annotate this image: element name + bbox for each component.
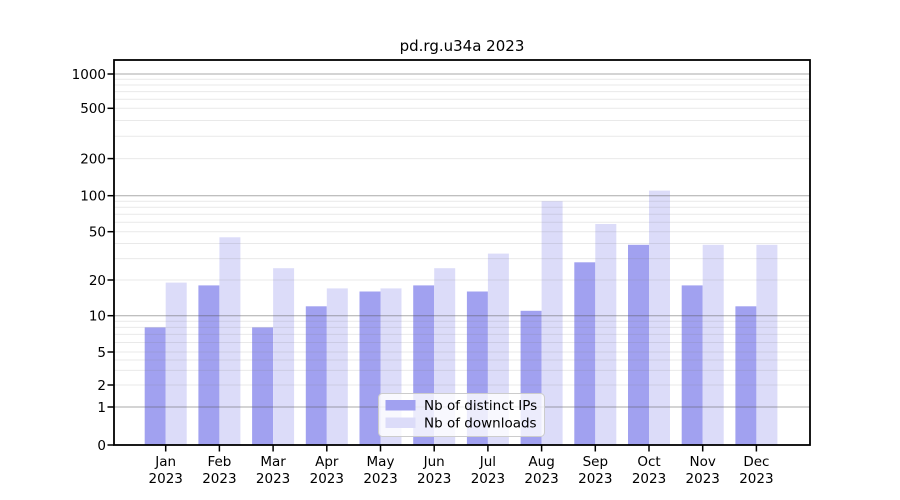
x-tick-label-year: 2023 — [524, 471, 558, 487]
x-tick-label-year: 2023 — [686, 471, 720, 487]
bar-distinct-ips-dec — [735, 306, 757, 445]
y-tick-label: 5 — [97, 345, 106, 361]
bar-distinct-ips-oct — [628, 244, 649, 445]
legend-swatch-downloads — [385, 417, 416, 428]
y-tick-label: 100 — [80, 189, 106, 205]
bar-distinct-ips-sep — [574, 262, 596, 445]
x-tick-label-month: Nov — [690, 454, 716, 470]
x-tick-label-month: Jan — [154, 454, 176, 470]
x-tick-label-month: Jun — [423, 454, 445, 470]
bar-distinct-ips-mar — [252, 327, 274, 445]
x-tick-label-month: Sep — [583, 454, 608, 470]
y-tick-label: 50 — [89, 225, 106, 241]
bar-distinct-ips-jan — [144, 327, 166, 445]
x-tick-label-year: 2023 — [363, 471, 397, 487]
x-tick-label-year: 2023 — [202, 471, 236, 487]
bar-distinct-ips-nov — [681, 285, 703, 445]
plot-border — [113, 59, 811, 446]
chart-title: pd.rg.u34a 2023 — [400, 37, 525, 55]
legend-label-downloads: Nb of downloads — [424, 416, 537, 432]
bar-downloads-nov — [702, 244, 724, 445]
y-tick-label: 200 — [80, 151, 106, 167]
bar-downloads-sep — [595, 224, 617, 445]
x-tick-label-year: 2023 — [310, 471, 344, 487]
bar-distinct-ips-apr — [305, 306, 327, 445]
bar-downloads-apr — [326, 288, 348, 445]
x-tick-label-month: Aug — [528, 454, 554, 470]
bar-distinct-ips-feb — [198, 285, 220, 445]
bar-downloads-feb — [219, 237, 241, 445]
y-tick-label: 0 — [97, 438, 106, 454]
legend-swatch-distinct-ips — [385, 400, 416, 411]
y-tick-label: 1 — [97, 400, 106, 416]
x-tick-label-year: 2023 — [149, 471, 183, 487]
x-tick-label-year: 2023 — [256, 471, 290, 487]
y-tick-label: 1000 — [72, 67, 106, 83]
x-tick-label-month: May — [367, 454, 395, 470]
x-tick-label-year: 2023 — [632, 471, 666, 487]
bar-downloads-aug — [541, 201, 563, 445]
x-tick-label-year: 2023 — [417, 471, 451, 487]
bar-distinct-ips-may — [359, 291, 381, 445]
x-tick-label-month: Apr — [315, 454, 339, 470]
x-tick-label-month: Dec — [743, 454, 769, 470]
y-tick-label: 10 — [89, 309, 106, 325]
legend-label-distinct-ips: Nb of distinct IPs — [424, 398, 537, 414]
x-tick-label-year: 2023 — [471, 471, 505, 487]
x-tick-label-month: Feb — [207, 454, 231, 470]
bar-downloads-dec — [756, 244, 778, 445]
y-tick-label: 20 — [89, 273, 106, 289]
y-tick-label: 500 — [80, 101, 106, 117]
x-tick-label-month: Mar — [260, 454, 286, 470]
bar-downloads-jan — [165, 282, 187, 445]
y-tick-label: 2 — [97, 378, 106, 394]
x-tick-label-year: 2023 — [739, 471, 773, 487]
x-tick-label-month: Jul — [479, 454, 496, 470]
bar-downloads-oct — [649, 190, 670, 445]
legend-box — [378, 393, 545, 437]
x-tick-label-month: Oct — [637, 454, 660, 470]
x-tick-label-year: 2023 — [578, 471, 612, 487]
bar-downloads-mar — [273, 268, 295, 445]
